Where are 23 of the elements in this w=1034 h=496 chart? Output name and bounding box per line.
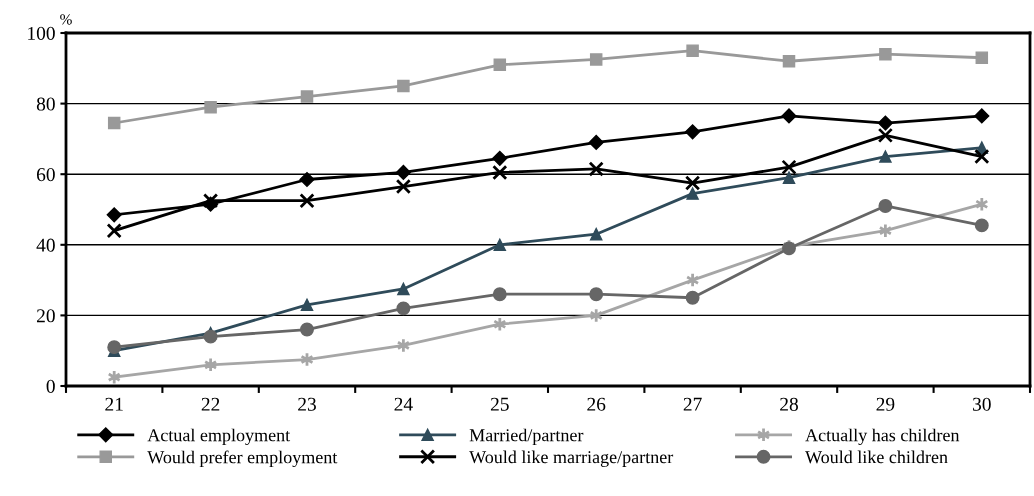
x-tick-label: 28	[780, 397, 798, 411]
legend-label: Married/partner	[469, 428, 584, 446]
x-tick-label: 30	[973, 397, 991, 411]
legend-label: Would like children	[805, 450, 948, 464]
y-axis-title: %	[60, 14, 72, 25]
legend-label: Would prefer employment	[147, 450, 338, 468]
y-tick-label: 0	[46, 379, 55, 393]
x-tick-label: 23	[298, 397, 316, 411]
y-tick-label: 20	[36, 309, 55, 323]
x-tick-label: 21	[105, 397, 123, 411]
y-tick-label: 60	[36, 168, 55, 182]
x-tick-label: 24	[394, 397, 413, 411]
legend-label: Actually has children	[805, 428, 960, 446]
x-tick-label: 26	[587, 397, 606, 411]
legend-label: Would like marriage/partner	[469, 450, 674, 467]
x-tick-label: 27	[683, 397, 702, 411]
y-tick-label: 100	[28, 26, 55, 40]
legend-label: Actual employment	[147, 428, 291, 446]
x-tick-label: 29	[876, 397, 895, 411]
x-tick-label: 25	[490, 397, 509, 411]
x-tick-label: 22	[201, 397, 220, 411]
y-tick-label: 40	[36, 238, 55, 252]
y-tick-label: 80	[36, 97, 55, 111]
